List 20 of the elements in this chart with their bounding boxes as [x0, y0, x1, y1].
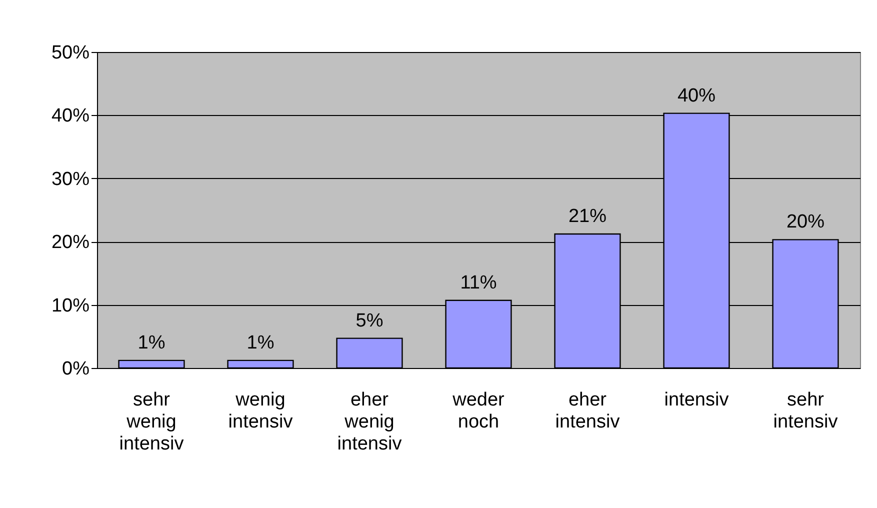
- x-tick-label: wenig intensiv: [228, 390, 294, 432]
- data-label: 5%: [356, 310, 384, 332]
- data-label: 21%: [568, 206, 607, 228]
- x-tick-label: eher wenig intensiv: [337, 390, 402, 454]
- data-label: 1%: [138, 332, 166, 354]
- y-tick-label: 30%: [51, 168, 90, 190]
- x-tick-label: sehr wenig intensiv: [119, 390, 184, 454]
- data-label: 20%: [786, 212, 825, 233]
- data-label: 11%: [460, 272, 497, 294]
- y-tick-label: 20%: [51, 232, 90, 254]
- data-label: 40%: [677, 85, 716, 106]
- x-tick-label: weder noch: [452, 390, 506, 432]
- y-tick-label: 50%: [51, 42, 90, 64]
- x-tick-label: eher intensiv: [555, 390, 620, 432]
- data-label: 1%: [246, 332, 274, 354]
- y-tick-label: 10%: [51, 295, 90, 316]
- x-tick-label: sehr intensiv: [773, 390, 838, 432]
- x-tick-label: intensiv: [664, 390, 730, 410]
- y-tick-label: 40%: [51, 106, 90, 127]
- y-tick-label: 0%: [62, 358, 90, 380]
